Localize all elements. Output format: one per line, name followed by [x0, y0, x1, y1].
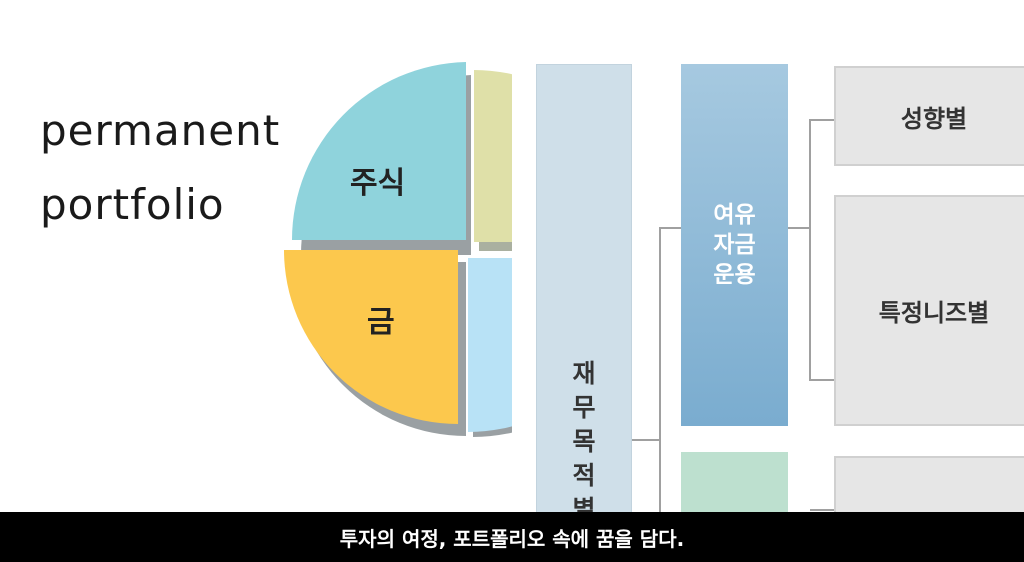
vertical-char: 목 [572, 427, 596, 456]
category-label: 성향별 [900, 104, 968, 133]
title-line-2: portfolio [40, 180, 225, 229]
spare-fund-line: 자금 [713, 232, 756, 258]
pie-slice-gold [284, 250, 458, 424]
green-category-box [681, 452, 788, 522]
connector-vertical-to-fund [632, 227, 681, 441]
portfolio-pie [284, 62, 512, 437]
spare-fund-line: 여유 [713, 202, 756, 228]
caption-text: 투자의 여정, 포트폴리오 속에 꿈을 담다. [339, 526, 685, 551]
spare-fund-box: 여유 자금 운용 [681, 64, 788, 426]
connector-fund-to-categories [809, 119, 834, 381]
category-box-specific-needs: 특정니즈별 [834, 195, 1024, 426]
title-line-1: permanent [40, 106, 281, 155]
vertical-char: 적 [572, 461, 596, 490]
pie-slice-top-right [474, 70, 512, 242]
vertical-char: 재 [572, 359, 596, 388]
category-label: 특정니즈별 [878, 299, 990, 327]
caption-bar: 투자의 여정, 포트폴리오 속에 꿈을 담다. [0, 512, 1024, 562]
pie-slice-bottom-right [468, 258, 512, 432]
financial-goal-column: 재 무 목 적 별 [536, 64, 632, 534]
pie-label-gold: 금 [367, 305, 395, 340]
vertical-char: 무 [572, 393, 596, 422]
pie-slice-stock [292, 62, 466, 240]
spare-fund-line: 운용 [713, 262, 756, 288]
category-box-tendency: 성향별 [834, 66, 1024, 166]
pie-label-stock: 주식 [350, 166, 406, 201]
